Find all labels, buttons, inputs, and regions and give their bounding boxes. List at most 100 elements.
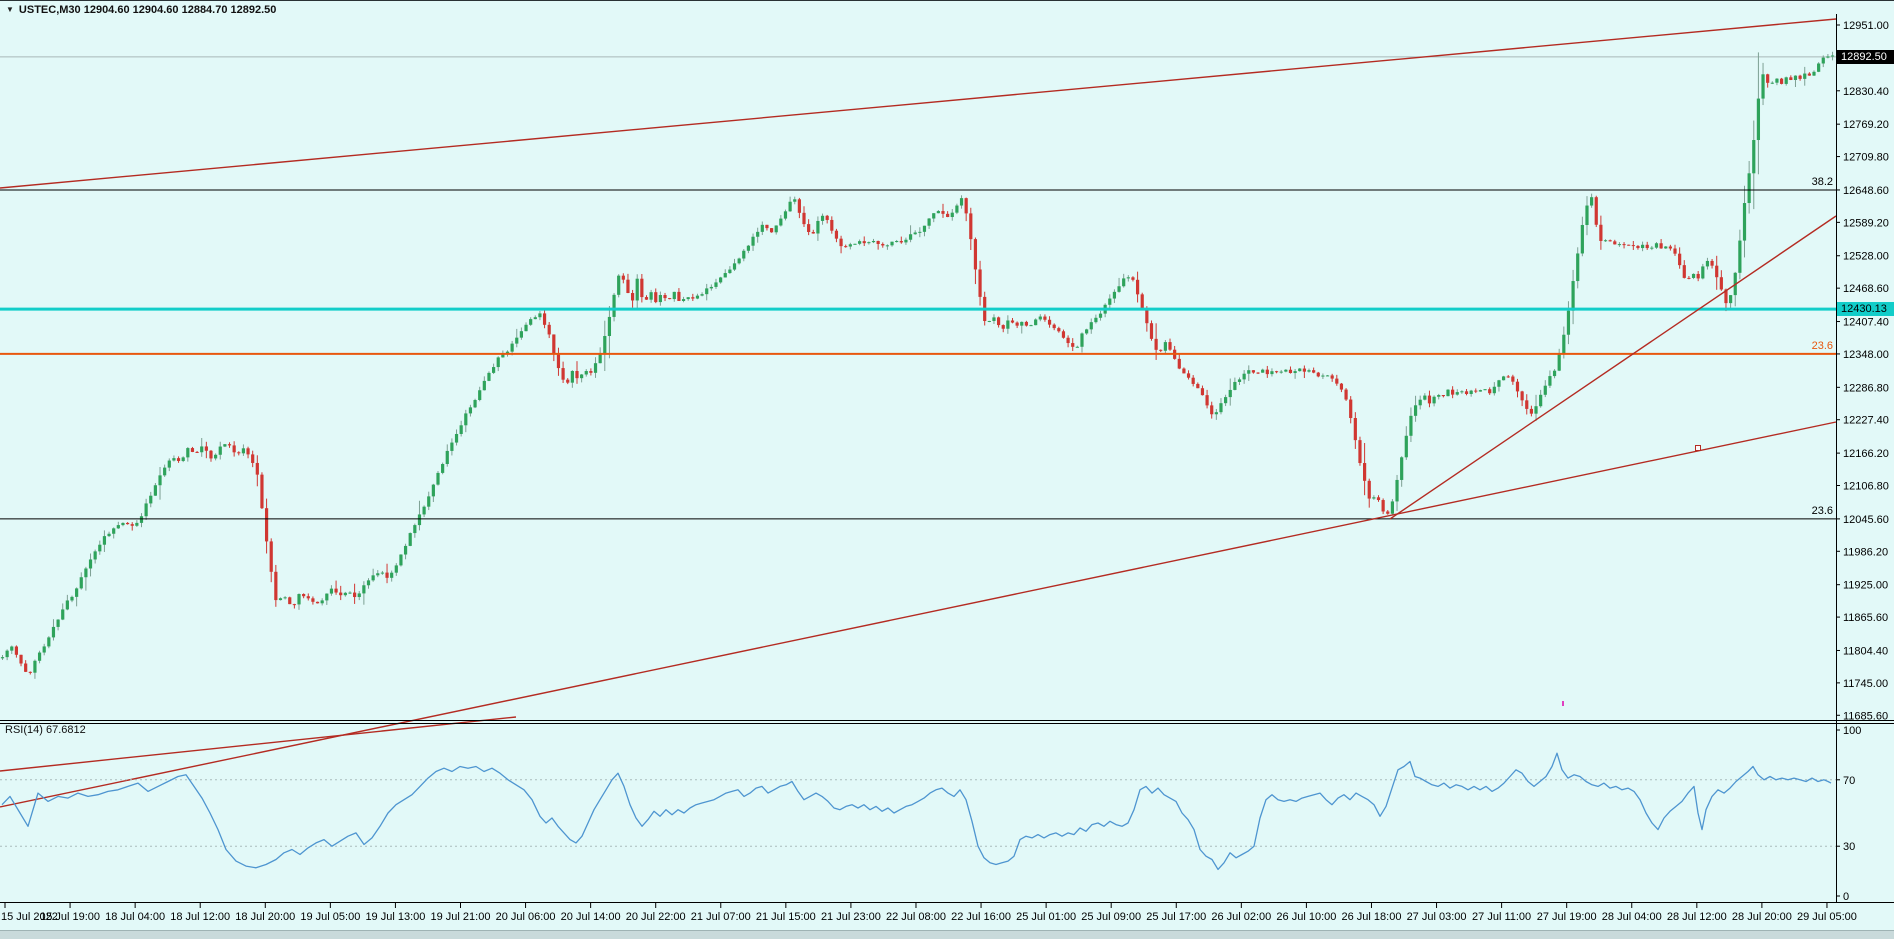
candle	[978, 269, 982, 297]
candle	[1474, 390, 1478, 392]
candle	[1608, 240, 1612, 242]
candle	[1298, 368, 1302, 372]
candle	[112, 528, 116, 534]
rsi-panel[interactable]: 100 70 30 0	[0, 725, 1861, 903]
price-tick-label: 11685.60	[1843, 710, 1888, 722]
candle	[1789, 77, 1793, 80]
candle	[214, 454, 218, 459]
collapse-arrow-icon[interactable]: ▼	[6, 5, 14, 14]
candle	[153, 485, 157, 496]
candle	[315, 601, 320, 604]
time-tick-label: 22 Jul 16:00	[951, 911, 1011, 923]
candle	[158, 475, 162, 486]
candle	[570, 370, 574, 383]
candle	[765, 224, 769, 229]
candle	[774, 225, 778, 233]
candle	[325, 593, 329, 601]
candle	[1793, 75, 1798, 80]
candle	[1423, 395, 1427, 400]
candle	[955, 205, 959, 213]
candle	[209, 450, 213, 459]
candle	[431, 484, 435, 497]
candle	[538, 313, 542, 318]
candle	[760, 224, 764, 232]
candle	[487, 372, 491, 381]
candle	[1149, 323, 1154, 339]
minor-support-line[interactable]	[0, 716, 517, 772]
candle	[1071, 343, 1075, 347]
candle	[1085, 329, 1089, 334]
candle	[533, 317, 537, 320]
fib-label-23-6-lower: 23.6	[1811, 504, 1833, 517]
candle	[1529, 408, 1533, 414]
candle	[871, 240, 876, 243]
candle	[1631, 245, 1635, 247]
candle	[668, 298, 672, 300]
candle	[1080, 333, 1084, 347]
long-support-line[interactable]	[0, 421, 1837, 808]
candle	[515, 337, 519, 344]
time-tick-label: 27 Jul 03:00	[1407, 911, 1467, 923]
candle	[547, 324, 551, 335]
candle	[858, 241, 862, 244]
candle	[1497, 380, 1501, 387]
price-axis: 12951.00 12830.40 12769.20 12709.80 12648.60…	[1836, 20, 1889, 722]
candle	[42, 646, 46, 653]
time-tick-label: 27 Jul 11:00	[1472, 911, 1531, 923]
candle	[617, 275, 621, 295]
candle	[529, 319, 533, 325]
candle	[654, 292, 658, 303]
trendline-handle-marker[interactable]	[1695, 445, 1701, 451]
steep-support-line[interactable]	[1389, 215, 1837, 520]
price-tick-label: 12286.80	[1843, 382, 1889, 394]
candle	[1247, 370, 1251, 374]
candle	[65, 600, 69, 610]
candle	[1270, 371, 1274, 375]
candle	[1325, 375, 1330, 377]
current-price-tag: 12892.50	[1837, 49, 1894, 64]
time-tick-label: 28 Jul 12:00	[1667, 911, 1727, 923]
candle	[992, 317, 996, 321]
candle	[1427, 395, 1432, 404]
candle	[1664, 246, 1668, 249]
candle	[834, 230, 839, 239]
candle	[1372, 497, 1376, 499]
candle	[1094, 317, 1098, 323]
candle	[473, 400, 477, 408]
candle	[70, 596, 74, 601]
candle	[403, 545, 408, 555]
candle	[904, 239, 908, 243]
candle	[1659, 243, 1663, 249]
channel-top-line[interactable]	[0, 18, 1837, 189]
candle	[1057, 328, 1061, 332]
candle	[1344, 389, 1348, 400]
candle	[1140, 294, 1144, 309]
candle	[1682, 265, 1686, 278]
candle	[899, 241, 903, 243]
candle	[969, 213, 973, 240]
candle	[302, 594, 306, 597]
price-tick-label: 12830.40	[1843, 86, 1889, 98]
price-tick-label: 12106.80	[1843, 481, 1889, 493]
candle	[1307, 370, 1311, 372]
candle	[1242, 373, 1246, 380]
candle	[1691, 273, 1696, 278]
candle	[376, 573, 380, 576]
candle	[1358, 440, 1362, 464]
window-bottom-edge	[0, 930, 1894, 939]
candle	[496, 357, 500, 368]
candle	[227, 444, 232, 446]
candle	[1437, 395, 1441, 397]
price-tick-label: 12648.60	[1843, 185, 1889, 197]
candle	[422, 506, 426, 515]
candle	[1349, 399, 1353, 419]
candle	[1386, 511, 1390, 514]
price-tick-label: 12468.60	[1843, 283, 1889, 295]
candle	[1339, 383, 1344, 390]
panel-divider[interactable]	[0, 720, 1894, 724]
candle	[417, 514, 422, 526]
candle	[390, 572, 394, 578]
candle	[1367, 480, 1371, 499]
